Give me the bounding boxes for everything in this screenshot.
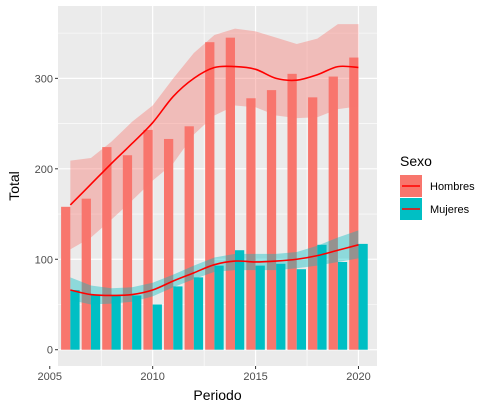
bar-hombres-2020 (349, 57, 359, 350)
x-tick-label: 2005 (38, 371, 62, 383)
y-tick-label: 200 (35, 164, 53, 176)
smooth-lines (69, 65, 359, 297)
x-tick-label: 2015 (243, 371, 267, 383)
y-tick-label: 300 (35, 73, 53, 85)
legend-label-hombres: Hombres (430, 181, 475, 193)
bar-mujeres-2019 (337, 261, 348, 350)
bar-mujeres-2020 (358, 243, 368, 350)
x-tick-label: 2020 (346, 371, 370, 383)
smooth-line-mujeres (70, 244, 359, 297)
bar-hombres-2013 (205, 42, 215, 350)
bar-mujeres-2012 (193, 277, 204, 350)
smooth-line-hombres (69, 65, 359, 206)
bar-mujeres-2013 (214, 265, 224, 350)
y-axis: 0 100 200 300 (35, 73, 58, 357)
bar-mujeres-2014 (234, 250, 245, 350)
bar-mujeres-2010 (152, 304, 162, 350)
bar-mujeres-2017 (296, 269, 306, 350)
legend-label-mujeres: Mujeres (430, 204, 470, 216)
bar-hombres-2009 (122, 155, 133, 350)
bar-mujeres-2006 (70, 290, 80, 350)
bar-hombres-2016 (266, 90, 277, 350)
bar-mujeres-2008 (111, 295, 121, 350)
y-tick-label: 100 (35, 254, 53, 266)
bar-hombres-2018 (308, 97, 318, 350)
bar-mujeres-2007 (90, 294, 101, 350)
legend-title: Sexo (400, 153, 432, 169)
y-tick-label: 0 (47, 345, 53, 357)
confidence-band-mujeres (70, 230, 359, 305)
bar-hombres-2014 (225, 37, 235, 350)
bar-mujeres-2016 (276, 263, 286, 350)
bar-hombres-2010 (143, 129, 153, 350)
bar-hombres-2011 (163, 138, 174, 350)
bar-hombres-2015 (246, 98, 256, 350)
bar-mujeres-2018 (317, 244, 327, 350)
bars (61, 37, 368, 350)
bar-mujeres-2015 (255, 265, 265, 350)
bar-hombres-2007 (81, 198, 91, 350)
bar-hombres-2017 (287, 73, 297, 350)
y-axis-title: Total (6, 171, 22, 201)
x-axis-title: Periodo (193, 387, 241, 403)
bar-mujeres-2009 (132, 295, 142, 350)
x-axis: 2005 2010 2015 2020 (38, 366, 371, 383)
x-tick-label: 2010 (140, 371, 164, 383)
bar-hombres-2006 (61, 206, 71, 350)
bar-hombres-2019 (328, 76, 338, 350)
bar-hombres-2008 (102, 147, 112, 350)
bar-hombres-2012 (184, 126, 194, 350)
bar-mujeres-2011 (173, 286, 183, 350)
legend: Sexo Hombres Mujeres (400, 153, 475, 220)
